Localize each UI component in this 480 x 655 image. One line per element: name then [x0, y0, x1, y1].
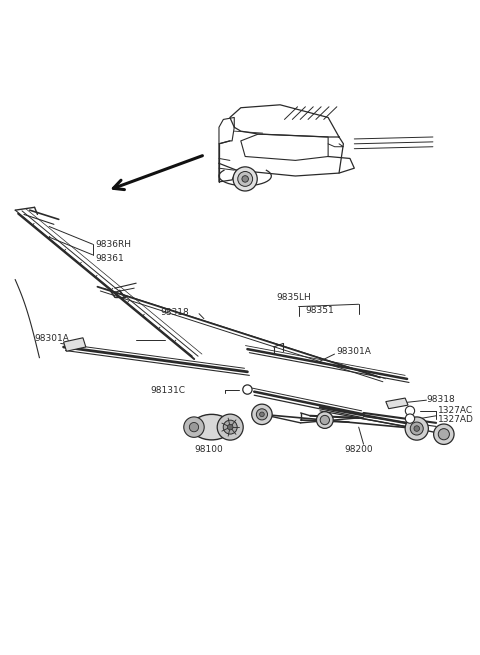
- Ellipse shape: [192, 415, 231, 440]
- Text: 98351: 98351: [305, 306, 334, 314]
- Text: 98318: 98318: [160, 309, 189, 318]
- Circle shape: [252, 404, 272, 424]
- Circle shape: [438, 428, 449, 440]
- Circle shape: [233, 167, 257, 191]
- Text: 98318: 98318: [426, 395, 455, 404]
- Text: 1327AD: 1327AD: [438, 415, 474, 424]
- Circle shape: [433, 424, 454, 445]
- Text: 98100: 98100: [194, 445, 223, 455]
- Text: 9836RH: 9836RH: [96, 240, 132, 249]
- Text: 98131C: 98131C: [151, 386, 186, 395]
- Circle shape: [242, 176, 249, 182]
- Circle shape: [184, 417, 204, 438]
- Circle shape: [410, 422, 423, 435]
- Circle shape: [243, 385, 252, 394]
- Circle shape: [405, 417, 428, 440]
- Text: 1327AC: 1327AC: [438, 406, 473, 415]
- Circle shape: [217, 414, 243, 440]
- Polygon shape: [386, 398, 408, 409]
- Circle shape: [316, 412, 333, 428]
- Text: 98200: 98200: [344, 445, 373, 455]
- Circle shape: [320, 415, 329, 424]
- Text: 98301A: 98301A: [35, 334, 70, 343]
- Circle shape: [405, 406, 415, 415]
- Text: 98301A: 98301A: [336, 347, 372, 356]
- Text: 9835LH: 9835LH: [276, 293, 311, 302]
- Circle shape: [189, 422, 199, 432]
- Circle shape: [405, 414, 415, 423]
- Circle shape: [223, 420, 237, 434]
- Circle shape: [256, 409, 267, 420]
- Text: 98361: 98361: [96, 254, 124, 263]
- Polygon shape: [63, 338, 86, 351]
- Circle shape: [414, 426, 420, 432]
- Circle shape: [238, 172, 252, 187]
- Circle shape: [228, 424, 233, 430]
- Circle shape: [260, 412, 264, 417]
